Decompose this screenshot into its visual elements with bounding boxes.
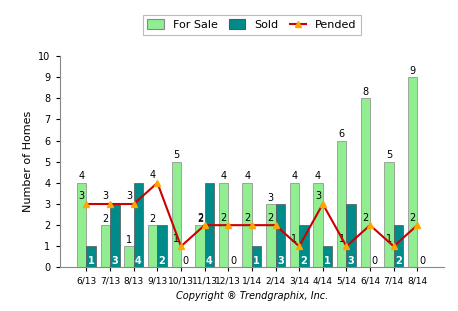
Bar — [384, 162, 394, 267]
Bar — [394, 225, 403, 267]
Text: 4: 4 — [291, 171, 298, 181]
Text: 4: 4 — [135, 256, 142, 266]
Text: 2: 2 — [409, 213, 416, 223]
Text: 2: 2 — [159, 256, 165, 266]
Text: 4: 4 — [206, 256, 213, 266]
Text: 1: 1 — [291, 234, 298, 244]
Text: 3: 3 — [348, 256, 354, 266]
Text: 3: 3 — [102, 192, 109, 202]
Bar — [101, 225, 110, 267]
Text: 2: 2 — [395, 256, 402, 266]
Text: 1: 1 — [126, 235, 132, 245]
Text: 3: 3 — [111, 256, 118, 266]
Text: 3: 3 — [315, 192, 321, 202]
Text: 2: 2 — [102, 214, 109, 224]
Text: 2: 2 — [244, 213, 251, 223]
Bar — [276, 204, 285, 267]
X-axis label: Copyright ® Trendgraphix, Inc.: Copyright ® Trendgraphix, Inc. — [176, 291, 328, 301]
Text: 3: 3 — [277, 256, 284, 266]
Text: 8: 8 — [362, 87, 368, 97]
Bar — [290, 183, 299, 267]
Text: 4: 4 — [79, 171, 85, 181]
Bar — [124, 246, 134, 267]
Text: 1: 1 — [173, 234, 180, 244]
Bar — [408, 77, 417, 267]
Text: 3: 3 — [268, 193, 274, 202]
Text: 4: 4 — [315, 171, 321, 181]
Bar — [158, 225, 167, 267]
Text: 2: 2 — [220, 213, 227, 223]
Text: 1: 1 — [324, 256, 331, 266]
Text: 9: 9 — [409, 66, 416, 76]
Text: 6: 6 — [338, 129, 345, 139]
Bar — [87, 246, 96, 267]
Text: 5: 5 — [386, 150, 392, 160]
Text: 2: 2 — [267, 213, 274, 223]
Text: 2: 2 — [300, 256, 307, 266]
Text: 5: 5 — [173, 150, 180, 160]
Bar — [323, 246, 332, 267]
Text: 0: 0 — [230, 256, 236, 266]
Text: 1: 1 — [88, 256, 95, 266]
Bar — [134, 183, 143, 267]
Bar — [299, 225, 309, 267]
Text: 3: 3 — [79, 192, 85, 202]
Text: 1: 1 — [338, 234, 345, 244]
Bar — [205, 183, 214, 267]
Text: 1: 1 — [386, 234, 392, 244]
Bar — [360, 98, 370, 267]
Text: 0: 0 — [372, 256, 378, 266]
Text: 4: 4 — [220, 171, 227, 181]
Text: 3: 3 — [126, 192, 132, 202]
Y-axis label: Number of Homes: Number of Homes — [23, 111, 33, 212]
Bar — [148, 225, 158, 267]
Bar — [219, 183, 228, 267]
Bar — [77, 183, 87, 267]
Text: 1: 1 — [253, 256, 260, 266]
Bar — [313, 183, 323, 267]
Bar — [266, 204, 276, 267]
Text: 0: 0 — [183, 256, 189, 266]
Bar — [337, 141, 346, 267]
Legend: For Sale, Sold, Pended: For Sale, Sold, Pended — [143, 15, 361, 35]
Bar — [252, 246, 262, 267]
Text: 4: 4 — [150, 170, 156, 180]
Text: 0: 0 — [419, 256, 425, 266]
Bar — [172, 162, 181, 267]
Bar — [110, 204, 120, 267]
Text: 2: 2 — [149, 214, 156, 224]
Text: 2: 2 — [362, 213, 368, 223]
Text: 2: 2 — [197, 214, 203, 224]
Bar — [242, 183, 252, 267]
Bar — [346, 204, 356, 267]
Text: 2: 2 — [197, 213, 203, 223]
Bar — [195, 225, 205, 267]
Text: 4: 4 — [244, 171, 250, 181]
